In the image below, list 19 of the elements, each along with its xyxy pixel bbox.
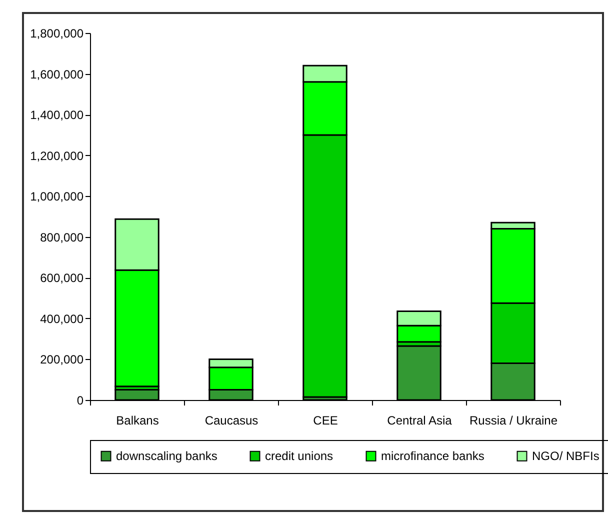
x-tick-label: Russia / Ukraine: [469, 414, 558, 428]
x-tick-label: Balkans: [116, 414, 159, 428]
y-tick-label: 200,000: [40, 352, 84, 367]
y-tick-label: 1,400,000: [30, 108, 84, 122]
x-tick-label: Caucasus: [204, 414, 258, 428]
y-tick-label: 800,000: [40, 230, 84, 244]
y-tick-label: 0: [76, 394, 84, 408]
y-tick-label: 1,200,000: [30, 148, 84, 163]
y-tick-label: 1,600,000: [30, 67, 84, 82]
legend-label: credit unions: [265, 449, 334, 464]
x-tick-label: CEE: [313, 414, 338, 428]
x-tick-label: Central Asia: [387, 414, 452, 428]
y-tick-label: 400,000: [40, 312, 84, 326]
legend-label: downscaling banks: [116, 449, 218, 464]
y-tick-label: 1,800,000: [30, 26, 84, 40]
y-tick-label: 1,000,000: [30, 190, 84, 204]
legend-label: NGO/ NBFIs: [532, 449, 600, 464]
legend-label: microfinance banks: [381, 449, 484, 464]
y-tick-label: 600,000: [40, 271, 84, 286]
